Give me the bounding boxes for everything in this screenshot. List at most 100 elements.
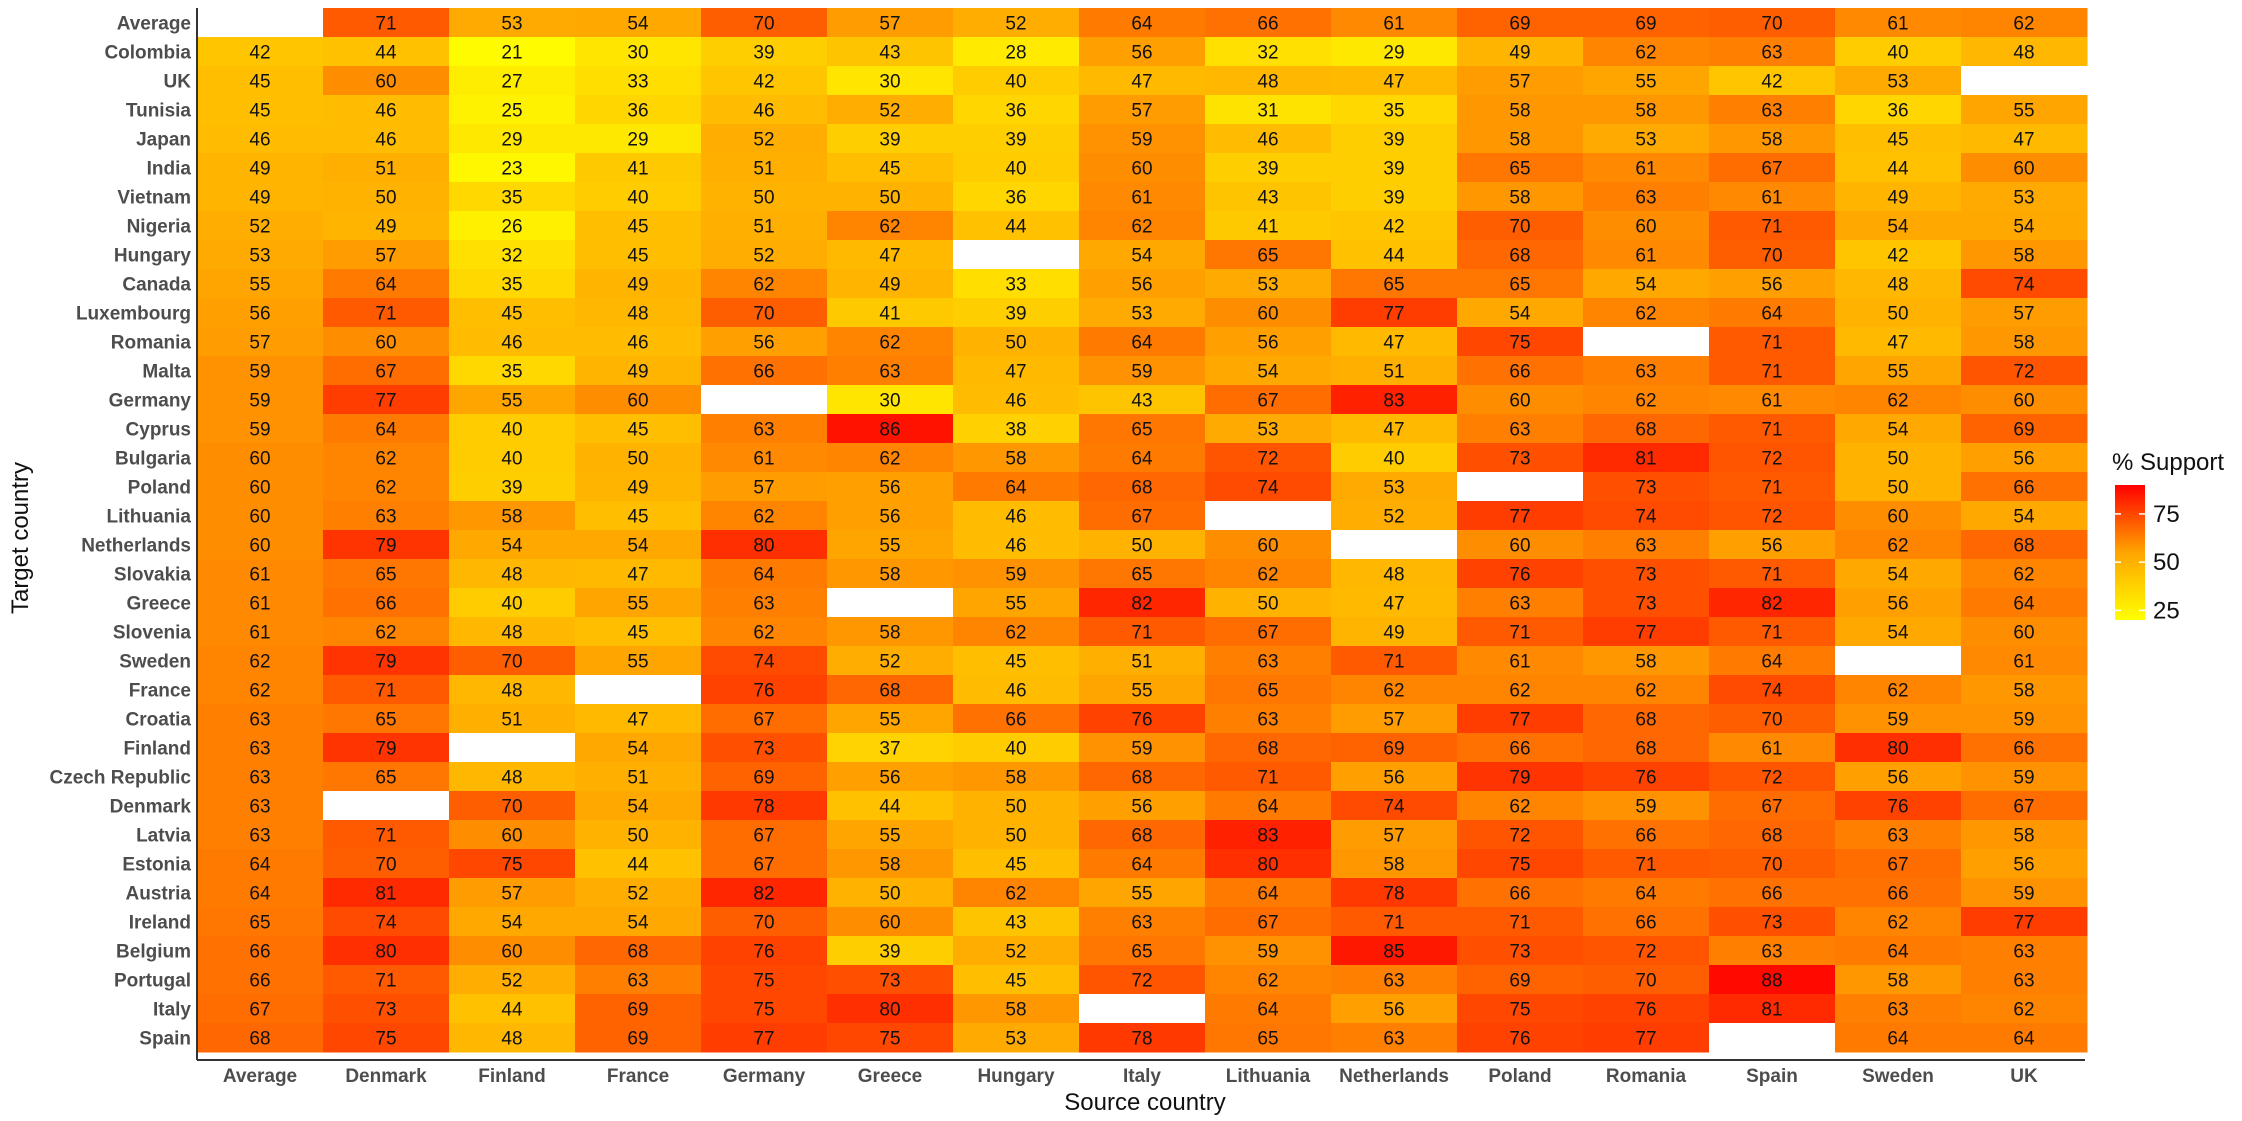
heatmap-cell: [1583, 8, 1710, 38]
cell-value-label: 71: [1761, 420, 1782, 441]
cell-value-label: 71: [1761, 362, 1782, 383]
cell-value-label: 64: [753, 565, 775, 586]
heatmap-cell: [701, 588, 828, 618]
heatmap-cell: [323, 936, 450, 966]
heatmap-cell: [953, 385, 1080, 415]
heatmap-cell: [1205, 153, 1332, 183]
heatmap-cell: [575, 356, 702, 386]
heatmap-cell: [701, 733, 828, 763]
cell-value-label: 47: [1383, 594, 1404, 615]
cell-value-label: 68: [1257, 739, 1278, 760]
cell-value-label: 62: [753, 507, 774, 528]
heatmap-cell: [449, 66, 576, 96]
heatmap-cell: [1079, 153, 1206, 183]
cell-value-label: 63: [249, 739, 270, 760]
cell-value-label: 64: [1257, 797, 1279, 818]
cell-value-label: 70: [1509, 217, 1530, 238]
cell-value-label: 80: [753, 536, 774, 557]
cell-value-label: 28: [1005, 43, 1026, 64]
cell-value-label: 73: [1635, 478, 1656, 499]
cell-value-label: 51: [1131, 652, 1152, 673]
cell-value-label: 46: [627, 333, 648, 354]
heatmap-cell: [449, 588, 576, 618]
cell-value-label: 60: [249, 536, 270, 557]
heatmap-cell: [1835, 182, 1962, 212]
heatmap-cell: [701, 646, 828, 676]
cell-value-label: 47: [1887, 333, 1908, 354]
row-label: Italy: [153, 1000, 191, 1021]
heatmap-cell: [1835, 327, 1962, 357]
cell-value-label: 64: [1131, 449, 1153, 470]
heatmap-cell: [1331, 385, 1458, 415]
heatmap-cell: [953, 559, 1080, 589]
cell-value-label: 52: [753, 246, 774, 267]
heatmap-cell: [197, 501, 324, 531]
cell-value-label: 68: [2013, 536, 2034, 557]
cell-value-label: 63: [753, 594, 774, 615]
heatmap-cell: [1835, 907, 1962, 937]
cell-value-label: 75: [753, 971, 774, 992]
cell-value-label: 51: [501, 710, 522, 731]
cell-value-label: 77: [753, 1029, 774, 1050]
heatmap-cell: [1961, 124, 2088, 154]
cell-value-label: 51: [627, 768, 648, 789]
heatmap-cell: [1457, 298, 1584, 328]
heatmap-cell: [701, 704, 828, 734]
heatmap-cell: [449, 878, 576, 908]
cell-value-label: 52: [753, 130, 774, 151]
row-label: Colombia: [104, 43, 191, 64]
heatmap-cell: [197, 936, 324, 966]
cell-value-label: 49: [249, 188, 270, 209]
heatmap-cell: [575, 298, 702, 328]
heatmap-cell: [1961, 211, 2088, 241]
heatmap-cell: [827, 8, 954, 38]
heatmap-cell: [1079, 37, 1206, 67]
cell-value-label: 71: [1761, 478, 1782, 499]
cell-value-label: 71: [375, 971, 396, 992]
heatmap-cell: [1079, 675, 1206, 705]
cell-value-label: 62: [1887, 536, 1908, 557]
heatmap-cell: [1709, 820, 1836, 850]
cell-value-label: 44: [1005, 217, 1027, 238]
cell-value-label: 63: [1635, 188, 1656, 209]
heatmap-cell: [1079, 936, 1206, 966]
cell-value-label: 79: [375, 739, 396, 760]
heatmap-cell: [575, 704, 702, 734]
cell-value-label: 52: [501, 971, 522, 992]
cell-value-label: 60: [1257, 304, 1278, 325]
heatmap-cell: [197, 994, 324, 1024]
cell-value-label: 65: [375, 768, 396, 789]
cell-value-label: 46: [1005, 536, 1026, 557]
heatmap-cell: [1835, 443, 1962, 473]
cell-value-label: 56: [1887, 594, 1908, 615]
cell-value-label: 52: [879, 652, 900, 673]
cell-value-label: 66: [1257, 14, 1278, 35]
cell-value-label: 81: [375, 884, 396, 905]
heatmap-cell: [197, 472, 324, 502]
row-label: Average: [117, 14, 191, 35]
cell-value-label: 67: [753, 826, 774, 847]
cell-value-label: 57: [2013, 304, 2034, 325]
cell-value-label: 72: [1131, 971, 1152, 992]
cell-value-label: 64: [1761, 304, 1783, 325]
cell-value-label: 39: [1383, 188, 1404, 209]
heatmap-cell: [953, 37, 1080, 67]
heatmap-cell: [575, 211, 702, 241]
heatmap-cell: [1583, 327, 1710, 357]
heatmap-cell: [575, 37, 702, 67]
cell-value-label: 60: [375, 333, 396, 354]
heatmap-cell: [1331, 124, 1458, 154]
cell-value-label: 68: [1635, 739, 1656, 760]
cell-value-label: 61: [1383, 14, 1404, 35]
heatmap-cell: [701, 153, 828, 183]
heatmap-cell: [575, 153, 702, 183]
heatmap-cell: [1961, 240, 2088, 270]
cell-value-label: 60: [1635, 217, 1656, 238]
cell-value-label: 82: [1131, 594, 1152, 615]
cell-value-label: 58: [1635, 101, 1656, 122]
heatmap-cell: [575, 675, 702, 705]
cell-value-label: 74: [753, 652, 775, 673]
cell-value-label: 65: [1131, 420, 1152, 441]
cell-value-label: 49: [627, 478, 648, 499]
cell-value-label: 75: [879, 1029, 900, 1050]
